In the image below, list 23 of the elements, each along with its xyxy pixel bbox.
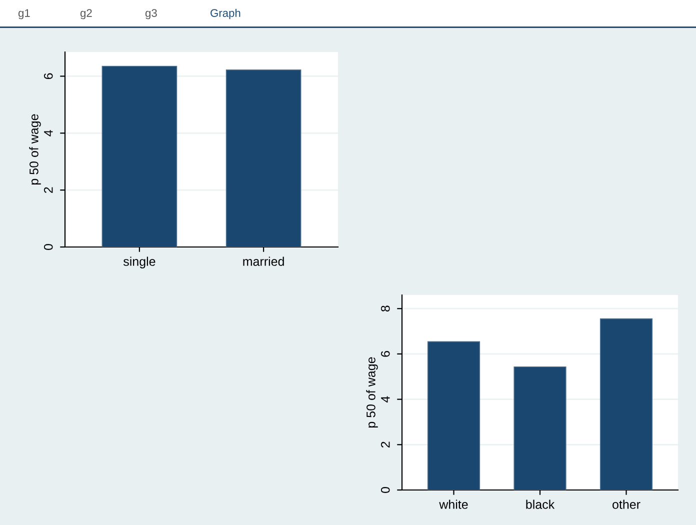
x-tick-label: black [526, 500, 555, 509]
bar [427, 341, 480, 490]
x-tick-label: single [123, 256, 156, 268]
y-tick-label: 6 [380, 351, 390, 357]
y-axis-title: p 50 of wage [29, 114, 41, 184]
text: Graph [210, 8, 240, 20]
y-tick-label: 4 [381, 396, 390, 402]
bar [600, 318, 653, 490]
y-tick-label: 6 [44, 73, 53, 80]
bar [514, 366, 566, 490]
y-axis-title: p 50 of wage [366, 357, 378, 428]
y-tick-label: 0 [380, 487, 390, 493]
y-tick-label: 8 [380, 306, 390, 312]
text: g2 [80, 9, 92, 20]
x-tick-label: white [439, 500, 468, 509]
x-tick-label: other [612, 500, 640, 509]
text: g1 [18, 9, 30, 20]
text: g3 [145, 9, 157, 20]
x-tick-label: married [243, 256, 284, 266]
y-tick-label: 2 [44, 187, 53, 193]
y-tick-label: 0 [44, 244, 53, 250]
y-tick-label: 2 [380, 442, 390, 448]
y-tick-label: 4 [44, 130, 53, 136]
